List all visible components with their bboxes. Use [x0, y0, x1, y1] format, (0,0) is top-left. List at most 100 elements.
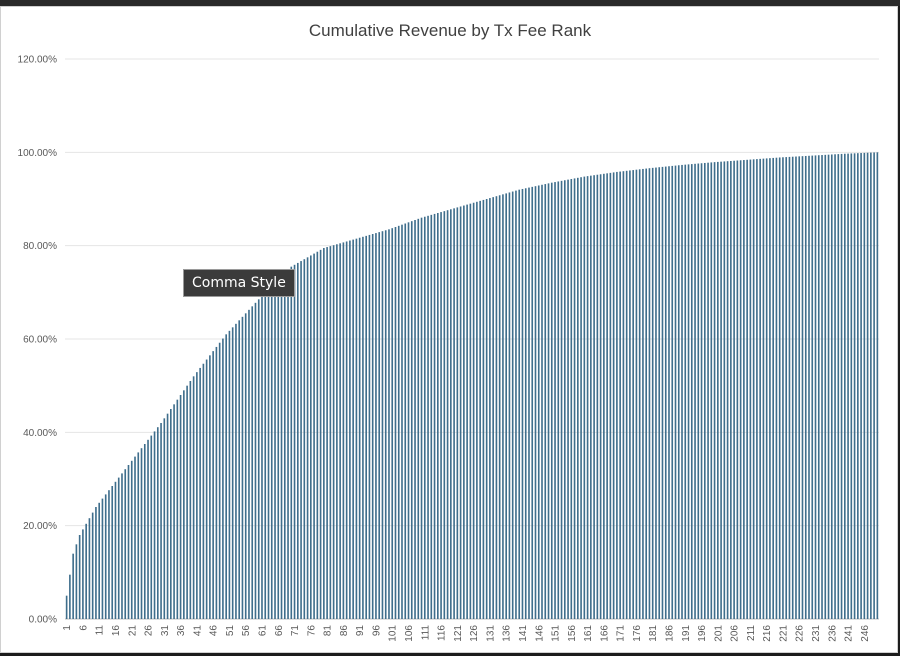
- bar: [388, 229, 390, 619]
- bar: [726, 161, 729, 619]
- bar-series: [65, 152, 879, 620]
- x-tick-label: 141: [518, 625, 529, 642]
- bar: [635, 169, 638, 619]
- bar: [189, 381, 192, 619]
- bar: [710, 162, 713, 619]
- x-tick-label: 31: [160, 625, 171, 637]
- bar: [345, 241, 348, 619]
- bar: [235, 323, 237, 619]
- bar: [72, 553, 74, 619]
- x-tick-label: 231: [811, 625, 822, 642]
- bar: [179, 395, 182, 619]
- bar: [248, 309, 250, 619]
- bar: [577, 177, 579, 619]
- bar: [196, 372, 198, 619]
- bar: [700, 163, 703, 619]
- bar: [450, 209, 452, 619]
- bar: [804, 155, 807, 619]
- bar: [511, 191, 514, 619]
- bar: [251, 306, 254, 619]
- bar: [743, 160, 745, 619]
- bar: [391, 228, 394, 620]
- bar: [202, 363, 205, 619]
- bar: [430, 214, 433, 619]
- bar: [524, 188, 527, 619]
- bar: [205, 359, 208, 619]
- x-tick-label: 236: [827, 625, 838, 642]
- chart-area[interactable]: Cumulative Revenue by Tx Fee Rank 0.00% 2…: [0, 6, 898, 653]
- bar: [638, 169, 641, 619]
- x-tick-label: 191: [681, 625, 692, 642]
- bar: [749, 159, 752, 619]
- bar: [137, 452, 140, 619]
- x-tick-label: 226: [795, 625, 806, 642]
- bar: [752, 159, 755, 619]
- bar: [111, 486, 114, 619]
- bar: [209, 355, 211, 619]
- bar: [127, 465, 130, 619]
- bar: [765, 158, 768, 619]
- x-tick-label: 26: [144, 625, 155, 637]
- bar: [550, 182, 553, 620]
- bar: [756, 159, 758, 619]
- y-tick-label: 120.00%: [18, 55, 58, 66]
- bar: [277, 279, 280, 619]
- bar: [153, 431, 156, 619]
- bar: [684, 164, 687, 619]
- bar: [65, 595, 68, 619]
- bar: [283, 273, 286, 619]
- bar: [541, 184, 543, 619]
- x-axis: 1 6 11 16 21 26 31 36 41 46 51 56 61 66 71 76 81 86 91 96 10…: [62, 625, 871, 642]
- x-tick-label: 51: [225, 625, 236, 637]
- bar: [563, 180, 566, 620]
- bar: [788, 156, 791, 619]
- bar: [505, 193, 507, 619]
- bar: [394, 227, 397, 619]
- x-tick-label: 136: [502, 625, 513, 642]
- bar: [844, 153, 846, 620]
- bar: [166, 413, 169, 619]
- chart-title: Cumulative Revenue by Tx Fee Rank: [308, 21, 592, 40]
- bar: [795, 156, 797, 619]
- bar: [170, 409, 172, 619]
- x-tick-label: 211: [746, 625, 757, 641]
- bar: [580, 177, 582, 619]
- x-tick-label: 6: [78, 625, 89, 631]
- bar: [642, 168, 644, 619]
- bar: [622, 171, 625, 619]
- x-tick-label: 86: [339, 625, 350, 637]
- x-tick-label: 21: [127, 625, 138, 637]
- bar: [746, 159, 748, 620]
- bar: [212, 351, 214, 619]
- bar: [586, 176, 589, 619]
- bar: [378, 232, 381, 619]
- bar: [733, 160, 735, 620]
- y-tick-label: 100.00%: [18, 148, 58, 159]
- bar: [134, 456, 136, 619]
- bar: [160, 423, 162, 619]
- x-tick-label: 216: [762, 625, 773, 642]
- bar: [590, 175, 592, 620]
- bar: [114, 481, 117, 619]
- x-tick-label: 171: [616, 625, 627, 642]
- y-tick-label: 60.00%: [23, 335, 57, 346]
- bar: [238, 320, 241, 619]
- bar: [528, 187, 530, 619]
- bar: [459, 206, 462, 619]
- bar: [651, 167, 654, 619]
- bar: [632, 170, 634, 619]
- bar: [290, 266, 293, 619]
- bar: [176, 399, 179, 619]
- bar: [384, 230, 387, 619]
- bar: [104, 494, 107, 619]
- bar: [674, 165, 677, 619]
- bar: [573, 178, 576, 620]
- bar: [850, 153, 853, 619]
- x-tick-label: 166: [599, 625, 610, 642]
- bar: [336, 244, 338, 619]
- bar: [326, 247, 328, 619]
- bar: [476, 201, 478, 620]
- x-tick-label: 36: [176, 625, 187, 637]
- bar: [606, 173, 608, 619]
- bar: [228, 330, 231, 619]
